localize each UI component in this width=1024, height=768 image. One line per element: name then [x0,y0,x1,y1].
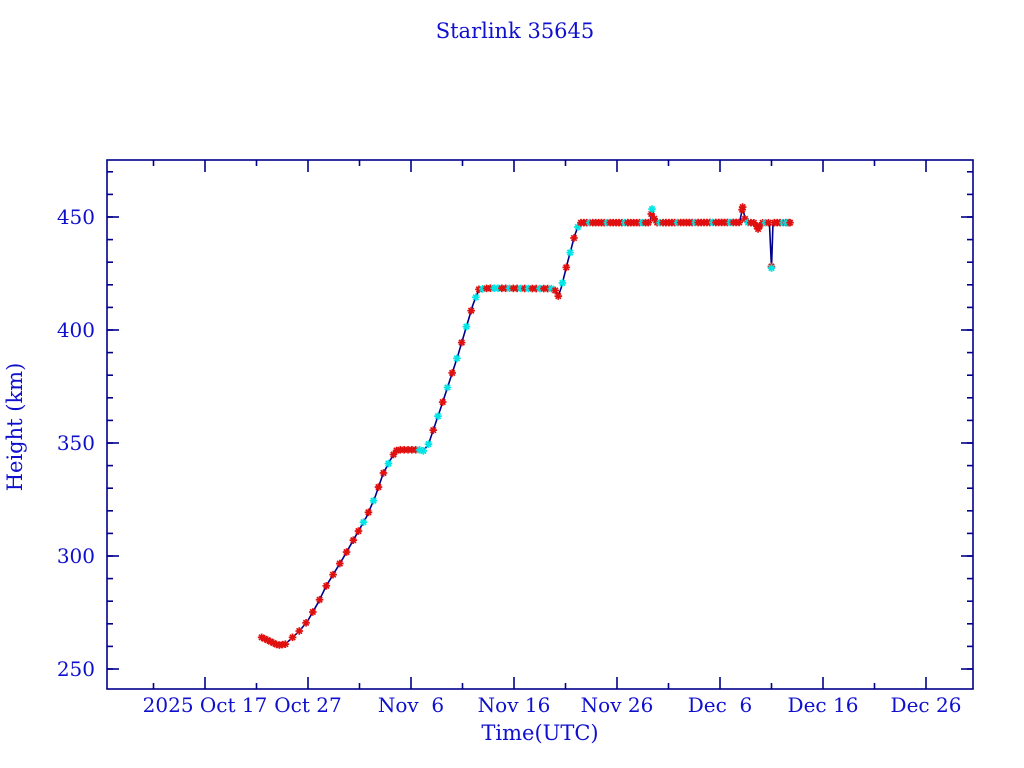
cyan-asterisk-marker [566,248,574,257]
red-asterisk-marker [302,619,310,627]
cyan-asterisk-marker [462,322,471,331]
red-asterisk-marker [322,582,331,590]
x-tick-label: Dec 6 [688,693,753,717]
red-asterisk-marker [457,338,466,347]
red-asterisk-marker [738,203,747,211]
red-asterisk-marker [364,508,373,517]
cyan-asterisk-marker [419,447,428,455]
cyan-asterisk-marker [434,412,442,420]
x-tick-label: Dec 16 [788,693,859,717]
cyan-asterisk-marker [369,496,378,505]
red-asterisk-marker [448,369,456,377]
red-asterisk-marker [570,234,578,242]
red-asterisk-marker [786,218,794,227]
red-asterisk-marker [349,536,358,544]
cyan-asterisk-marker [384,459,393,468]
red-asterisk-marker [329,570,337,579]
red-asterisk-marker [342,548,351,556]
red-asterisk-marker [336,559,344,568]
x-tick-label: Oct 27 [274,693,341,717]
red-asterisk-marker [429,426,438,434]
x-tick-label: 2025 Oct 17 [143,693,268,717]
cyan-asterisk-marker [767,264,776,272]
red-asterisk-marker [315,595,324,604]
height-data-line [261,206,790,647]
red-asterisk-marker [309,608,317,616]
red-asterisk-marker [467,306,475,315]
cyan-asterisk-marker [443,383,452,392]
cyan-asterisk-marker [472,293,480,302]
cyan-asterisk-marker [574,223,582,231]
red-asterisk-marker [644,218,653,227]
y-tick-label: 250 [57,657,95,681]
cyan-asterisk-marker [648,205,656,213]
plot-frame [106,159,974,690]
y-tick-label: 450 [57,205,95,229]
x-tick-label: Nov 6 [378,693,444,717]
cyan-asterisk-marker [558,279,567,287]
x-tick-label: Nov 26 [581,693,654,717]
y-tick-label: 300 [57,544,95,568]
red-asterisk-marker [562,263,571,272]
red-asterisk-marker [379,469,388,477]
x-tick-label: Dec 26 [891,693,962,717]
red-asterisk-marker [754,225,762,233]
x-tick-label: Nov 16 [478,693,551,717]
chart-title: Starlink 35645 [436,19,595,43]
red-asterisk-marker [354,527,363,535]
y-tick-label: 350 [57,431,95,455]
axes [106,159,974,690]
y-axis-title: Height (km) [3,363,27,492]
y-tick-label: 400 [57,318,95,342]
red-asterisk-marker [295,627,304,635]
red-asterisk-marker [288,633,297,642]
red-asterisk-marker [374,483,383,491]
x-axis-title: Time(UTC) [481,721,598,745]
cyan-asterisk-marker [424,440,433,448]
cyan-asterisk-marker [359,518,368,526]
red-asterisk-marker [735,218,743,227]
red-asterisk-marker [438,398,447,406]
red-asterisk-marker [764,218,773,227]
cyan-asterisk-marker [453,354,461,363]
red-asterisk-marker [554,292,563,300]
red-asterisk-marker [281,640,290,648]
red-asterisk-marker [551,286,559,295]
data-markers [257,203,794,649]
